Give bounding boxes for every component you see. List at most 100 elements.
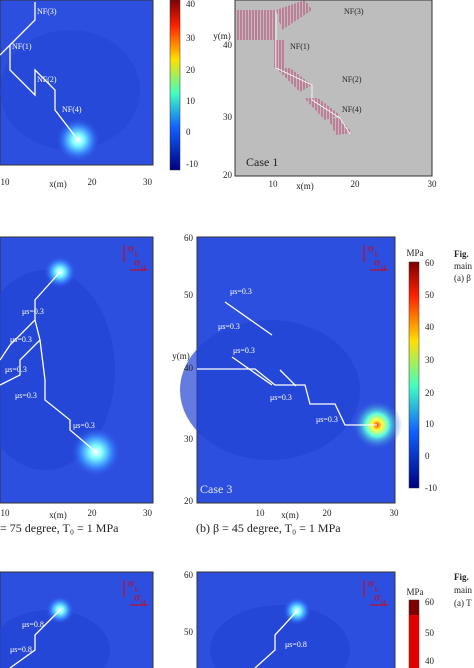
x-axis-label: x(m) xyxy=(49,510,67,520)
fault-label: NF(1) xyxy=(290,42,310,51)
fault-label: NF(2) xyxy=(37,75,57,84)
x-axis-label: x(m) xyxy=(296,181,314,191)
x-tick-label: 30 xyxy=(428,179,438,189)
x-tick-label: 10 xyxy=(1,508,11,518)
caption: (b) β = 45 degree, T₀ = 1 MPa xyxy=(196,521,341,535)
colorbar-unit: MPa xyxy=(406,587,423,597)
stress-subscript: h xyxy=(375,252,378,258)
colorbar-tick: 60 xyxy=(425,258,435,268)
fault-zone xyxy=(276,68,312,92)
x-tick-label: 10 xyxy=(256,508,266,518)
y-axis-label: y(m) xyxy=(213,31,231,41)
x-tick-label: 20 xyxy=(323,508,333,518)
colorbar-tick: 0 xyxy=(425,451,430,461)
stress-subscript: H xyxy=(381,600,386,606)
panel-top-left: NF(3) NF(1) NF(2) NF(4) 10 x(m) 20 30 xyxy=(0,0,154,189)
friction-label: μs=0.3 xyxy=(316,415,338,424)
panel-middle-right: μs=0.3 μs=0.3 μs=0.3 μs=0.3 μs=0.3 σ h σ… xyxy=(172,233,402,535)
shade xyxy=(180,320,360,460)
friction-label: μs=0.3 xyxy=(233,346,255,355)
fault-zone xyxy=(328,118,352,135)
y-tick-label: 20 xyxy=(184,496,194,506)
colorbar xyxy=(409,615,419,668)
fault-label: NF(4) xyxy=(62,105,82,114)
colorbar-tick: 30 xyxy=(425,355,435,365)
colorbar-middle: MPa 60 50 40 30 20 10 0 -10 xyxy=(406,248,437,493)
stress-subscript: H xyxy=(381,265,386,271)
friction-label: μs=0.3 xyxy=(15,391,37,400)
stress-symbol: σ xyxy=(128,578,134,590)
side-note: Fig. main (a) T xyxy=(454,572,472,608)
fault-zone xyxy=(276,0,312,30)
case-label: Case 3 xyxy=(200,482,232,496)
colorbar-tick: 10 xyxy=(425,419,435,429)
x-tick-label: 20 xyxy=(88,508,98,518)
stress-symbol: σ xyxy=(368,578,374,590)
fault xyxy=(279,369,297,387)
y-tick-label: 40 xyxy=(223,40,233,50)
fault xyxy=(254,610,298,668)
panel-middle-left: μs=0.3 μs=0.3 μs=0.3 μs=0.3 μs=0.3 σ h σ… xyxy=(0,236,154,535)
x-tick-label: 30 xyxy=(143,508,153,518)
side-note: Fig. main (a) β xyxy=(454,249,472,283)
friction-label: μs=0.3 xyxy=(73,421,95,430)
stress-subscript: H xyxy=(141,600,146,606)
colorbar-unit: MPa xyxy=(406,248,423,258)
panel-bottom-right: μs=0.8 σ h σ H 60 50 xyxy=(184,570,396,668)
y-tick-label: 60 xyxy=(184,570,194,580)
colorbar-tick: 60 xyxy=(425,597,435,607)
colorbar-bottom: MPa 60 50 40 xyxy=(406,587,435,668)
stress-subscript: h xyxy=(135,252,138,258)
case-label: Case 1 xyxy=(246,155,278,169)
shade xyxy=(0,270,115,470)
fault-label: NF(2) xyxy=(342,75,362,84)
stress-subscript: h xyxy=(135,587,138,593)
x-axis-label: x(m) xyxy=(281,510,299,520)
fault-label: NF(1) xyxy=(12,42,32,51)
x-axis-label: x(m) xyxy=(49,179,67,189)
fault-label: NF(4) xyxy=(342,105,362,114)
friction-label: μs=0.3 xyxy=(270,393,292,402)
fault xyxy=(9,609,61,668)
side-text: (a) T xyxy=(454,598,472,608)
y-tick-label: 20 xyxy=(223,170,233,180)
side-text: main xyxy=(454,585,472,595)
y-tick-label: 50 xyxy=(184,627,194,637)
fault xyxy=(224,301,273,336)
side-text: Fig. xyxy=(454,572,469,582)
colorbar-tick: 20 xyxy=(186,65,196,75)
y-tick-label: 40 xyxy=(184,363,194,373)
fault xyxy=(275,10,351,135)
friction-label: μs=0.3 xyxy=(230,287,252,296)
fault-zone xyxy=(274,40,284,68)
side-text: (a) β xyxy=(454,273,471,283)
panel-top-right: NF(3) NF(1) NF(2) NF(4) Case 1 y(m) 40 3… xyxy=(213,0,437,191)
colorbar-tick: 30 xyxy=(186,33,196,43)
colorbar-tick: -10 xyxy=(425,483,437,493)
stress-symbol: σ xyxy=(374,257,380,269)
y-tick-label: 60 xyxy=(184,233,194,243)
colorbar xyxy=(169,0,181,171)
x-tick-label: 10 xyxy=(1,177,11,187)
stress-symbol: σ xyxy=(134,257,140,269)
friction-label: μs=0.8 xyxy=(10,645,32,654)
stress-symbol: σ xyxy=(368,243,374,255)
fault xyxy=(0,2,36,56)
fault-label: NF(3) xyxy=(344,7,364,16)
panel-bottom-left: μs=0.8 μs=0.8 σ h σ H xyxy=(0,571,154,668)
fault xyxy=(9,45,79,141)
friction-label: μs=0.3 xyxy=(22,307,44,316)
colorbar-tick: 10 xyxy=(186,96,196,106)
x-tick-label: 10 xyxy=(269,179,279,189)
fault-label: NF(3) xyxy=(37,7,57,16)
stress-subscript: H xyxy=(141,265,146,271)
side-text: Fig. xyxy=(454,249,469,259)
y-tick-label: 50 xyxy=(184,290,194,300)
colorbar-tick: 20 xyxy=(425,388,435,398)
shade xyxy=(210,605,350,668)
y-tick-label: 30 xyxy=(223,112,233,122)
caption: = 75 degree, T₀ = 1 MPa xyxy=(0,521,119,535)
colorbar-tick: 0 xyxy=(186,127,191,137)
stress-subscript: h xyxy=(375,587,378,593)
